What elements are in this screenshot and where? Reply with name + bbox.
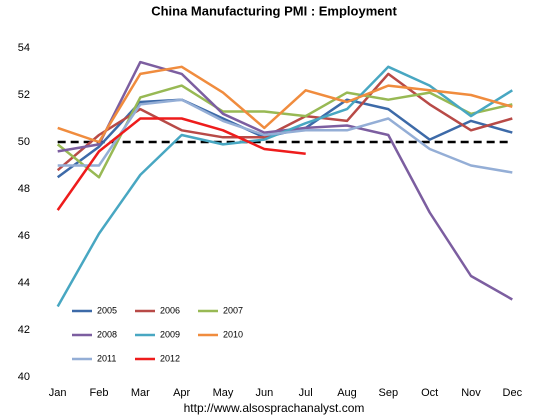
x-tick-label: Feb bbox=[90, 387, 109, 399]
y-tick-label: 54 bbox=[18, 42, 30, 54]
y-tick-label: 52 bbox=[18, 89, 30, 101]
x-tick-label: Jan bbox=[49, 387, 67, 399]
legend-label: 2011 bbox=[97, 353, 116, 363]
x-tick-label: Aug bbox=[337, 387, 357, 399]
x-tick-label: Jun bbox=[255, 387, 273, 399]
chart-title: China Manufacturing PMI : Employment bbox=[151, 3, 397, 18]
x-tick-label: Mar bbox=[131, 387, 150, 399]
legend-label: 2012 bbox=[160, 353, 180, 363]
y-tick-label: 48 bbox=[18, 183, 30, 195]
y-tick-label: 46 bbox=[18, 230, 30, 242]
series-line bbox=[56, 98, 513, 179]
series-line bbox=[57, 65, 513, 144]
series-line bbox=[56, 117, 306, 211]
x-tick-label: Nov bbox=[461, 387, 481, 399]
y-tick-label: 42 bbox=[18, 324, 30, 336]
series-line bbox=[56, 65, 513, 308]
x-tick-label: Sep bbox=[379, 387, 399, 399]
x-tick-label: May bbox=[213, 387, 234, 399]
source: http://www.alsosprachanalyst.com bbox=[184, 401, 365, 415]
y-tick-label: 50 bbox=[18, 136, 30, 148]
y-tick-label: 40 bbox=[18, 371, 30, 383]
legend-label: 2006 bbox=[160, 305, 180, 315]
legend-label: 2008 bbox=[97, 329, 117, 339]
legend-label: 2007 bbox=[223, 305, 243, 315]
series-line bbox=[57, 98, 513, 174]
legend-label: 2009 bbox=[160, 329, 180, 339]
x-tick-label: Jul bbox=[299, 387, 313, 399]
y-tick-label: 44 bbox=[18, 277, 30, 289]
x-tick-label: Dec bbox=[503, 387, 523, 399]
series-line bbox=[56, 84, 513, 179]
legend-label: 2010 bbox=[223, 329, 243, 339]
legend-label: 2005 bbox=[97, 305, 117, 315]
x-tick-label: Oct bbox=[421, 387, 438, 399]
x-tick-label: Apr bbox=[173, 387, 190, 399]
